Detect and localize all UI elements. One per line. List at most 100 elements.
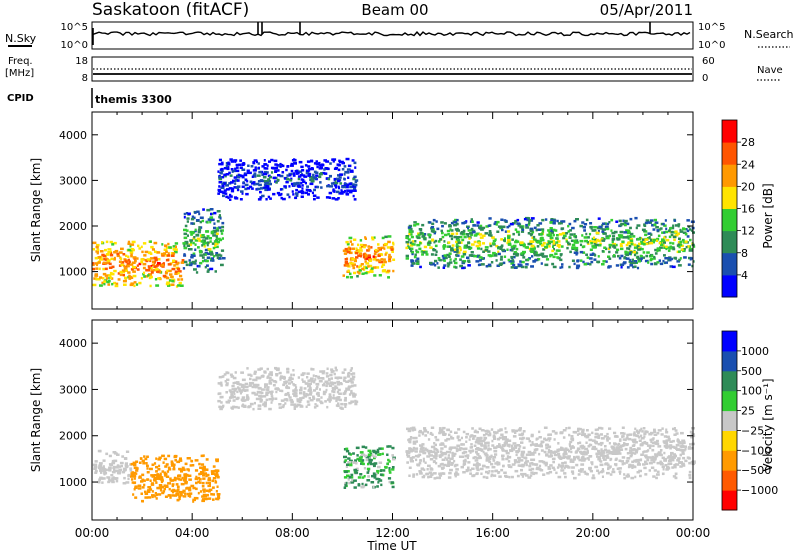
power-echo-cell [172, 252, 176, 255]
velocity-echo-cell [98, 464, 103, 467]
power-echo-cell [325, 177, 329, 180]
power-echo-cell [614, 243, 618, 247]
velocity-echo-cell [310, 368, 315, 371]
power-echo-cell [305, 188, 309, 192]
power-echo-cell [636, 266, 640, 270]
velocity-echo-cell [141, 459, 145, 463]
power-echo-cell [629, 261, 634, 264]
velocity-echo-cell [178, 497, 181, 501]
velocity-echo-cell [202, 467, 206, 471]
velocity-echo-cell [250, 374, 253, 377]
velocity-echo-cell [205, 481, 208, 485]
velocity-echo-cell [631, 460, 635, 464]
power-echo-cell [549, 240, 553, 244]
power-echo-cell [196, 219, 200, 222]
power-echo-cell [479, 224, 483, 228]
velocity-echo-cell [596, 455, 599, 458]
power-echo-cell [525, 226, 530, 229]
velocity-echo-cell [680, 445, 685, 449]
power-echo-cell [150, 245, 154, 249]
power-y-tick-label: 3000 [59, 174, 87, 187]
velocity-echo-cell [170, 479, 174, 482]
velocity-echo-cell [635, 448, 639, 452]
power-echo-cell [368, 258, 373, 261]
velocity-echo-cell [646, 444, 651, 447]
x-tick-label: 00:00 [676, 526, 711, 540]
velocity-echo-cell [252, 383, 257, 387]
power-echo-cell [623, 231, 628, 234]
velocity-echo-cell [268, 382, 273, 385]
velocity-echo-cell [516, 450, 520, 454]
power-echo-cell [650, 238, 652, 242]
velocity-colorbar-segment [722, 410, 737, 431]
power-echo-cell [685, 245, 688, 249]
power-echo-cell [461, 221, 465, 225]
power-echo-cell [313, 197, 316, 201]
velocity-echo-cell [245, 398, 249, 401]
velocity-echo-cell [189, 495, 192, 498]
power-echo-cell [434, 239, 438, 243]
power-echo-cell [528, 221, 531, 224]
velocity-echo-cell [177, 488, 180, 491]
velocity-echo-cell [110, 474, 114, 477]
velocity-echo-cell [559, 465, 562, 468]
velocity-echo-cell [325, 375, 330, 378]
power-echo-cell [470, 251, 474, 254]
velocity-echo-cell [149, 479, 152, 482]
velocity-echo-cell [317, 375, 320, 379]
power-echo-cell [455, 240, 459, 244]
velocity-echo-cell [630, 448, 634, 451]
velocity-echo-cell [202, 490, 206, 493]
power-echo-cell [670, 226, 675, 230]
velocity-echo-cell [100, 471, 103, 474]
velocity-echo-cell [585, 451, 589, 454]
velocity-echo-cell [350, 389, 353, 393]
power-echo-cell [597, 255, 600, 258]
power-echo-cell [226, 163, 231, 166]
power-echo-cell [143, 275, 146, 278]
velocity-echo-cell [432, 450, 436, 454]
power-echo-cell [622, 219, 625, 222]
velocity-echo-cell [429, 454, 433, 457]
power-echo-cell [688, 245, 692, 248]
power-echo-cell [198, 265, 201, 268]
velocity-echo-cell [335, 399, 338, 403]
power-echo-cell [308, 169, 311, 172]
power-echo-cell [659, 262, 664, 266]
power-echo-cell [309, 182, 314, 186]
velocity-echo-cell [638, 461, 641, 464]
power-echo-cell [507, 235, 511, 238]
velocity-echo-cell [344, 405, 347, 408]
power-echo-cell [488, 233, 492, 237]
power-echo-cell [337, 197, 340, 200]
power-echo-cell [672, 242, 675, 245]
power-echo-cell [293, 183, 296, 187]
velocity-echo-cell [661, 456, 665, 460]
power-echo-cell [206, 256, 210, 259]
power-echo-cell [664, 257, 669, 260]
power-echo-cell [629, 258, 632, 262]
power-echo-cell [221, 221, 225, 225]
velocity-echo-cell [297, 376, 300, 379]
velocity-echo-cell [153, 462, 157, 465]
velocity-echo-cell [621, 456, 626, 459]
velocity-echo-cell [186, 486, 189, 490]
velocity-echo-cell [358, 459, 362, 462]
velocity-colorbar-segment [722, 450, 737, 471]
velocity-echo-cell [561, 462, 564, 465]
power-echo-cell [235, 169, 240, 173]
power-echo-cell [607, 255, 611, 258]
velocity-echo-cell [547, 445, 552, 448]
power-echo-cell [378, 274, 382, 277]
velocity-echo-cell [135, 460, 139, 463]
velocity-echo-cell [306, 372, 310, 375]
velocity-echo-cell [248, 381, 253, 385]
power-echo-cell [488, 230, 492, 233]
velocity-echo-cell [203, 495, 207, 498]
power-echo-cell [422, 250, 426, 254]
power-echo-cell [409, 244, 414, 247]
velocity-echo-cell [167, 454, 171, 458]
power-echo-cell [265, 181, 269, 185]
power-echo-cell [585, 232, 588, 236]
velocity-echo-cell [488, 470, 491, 473]
